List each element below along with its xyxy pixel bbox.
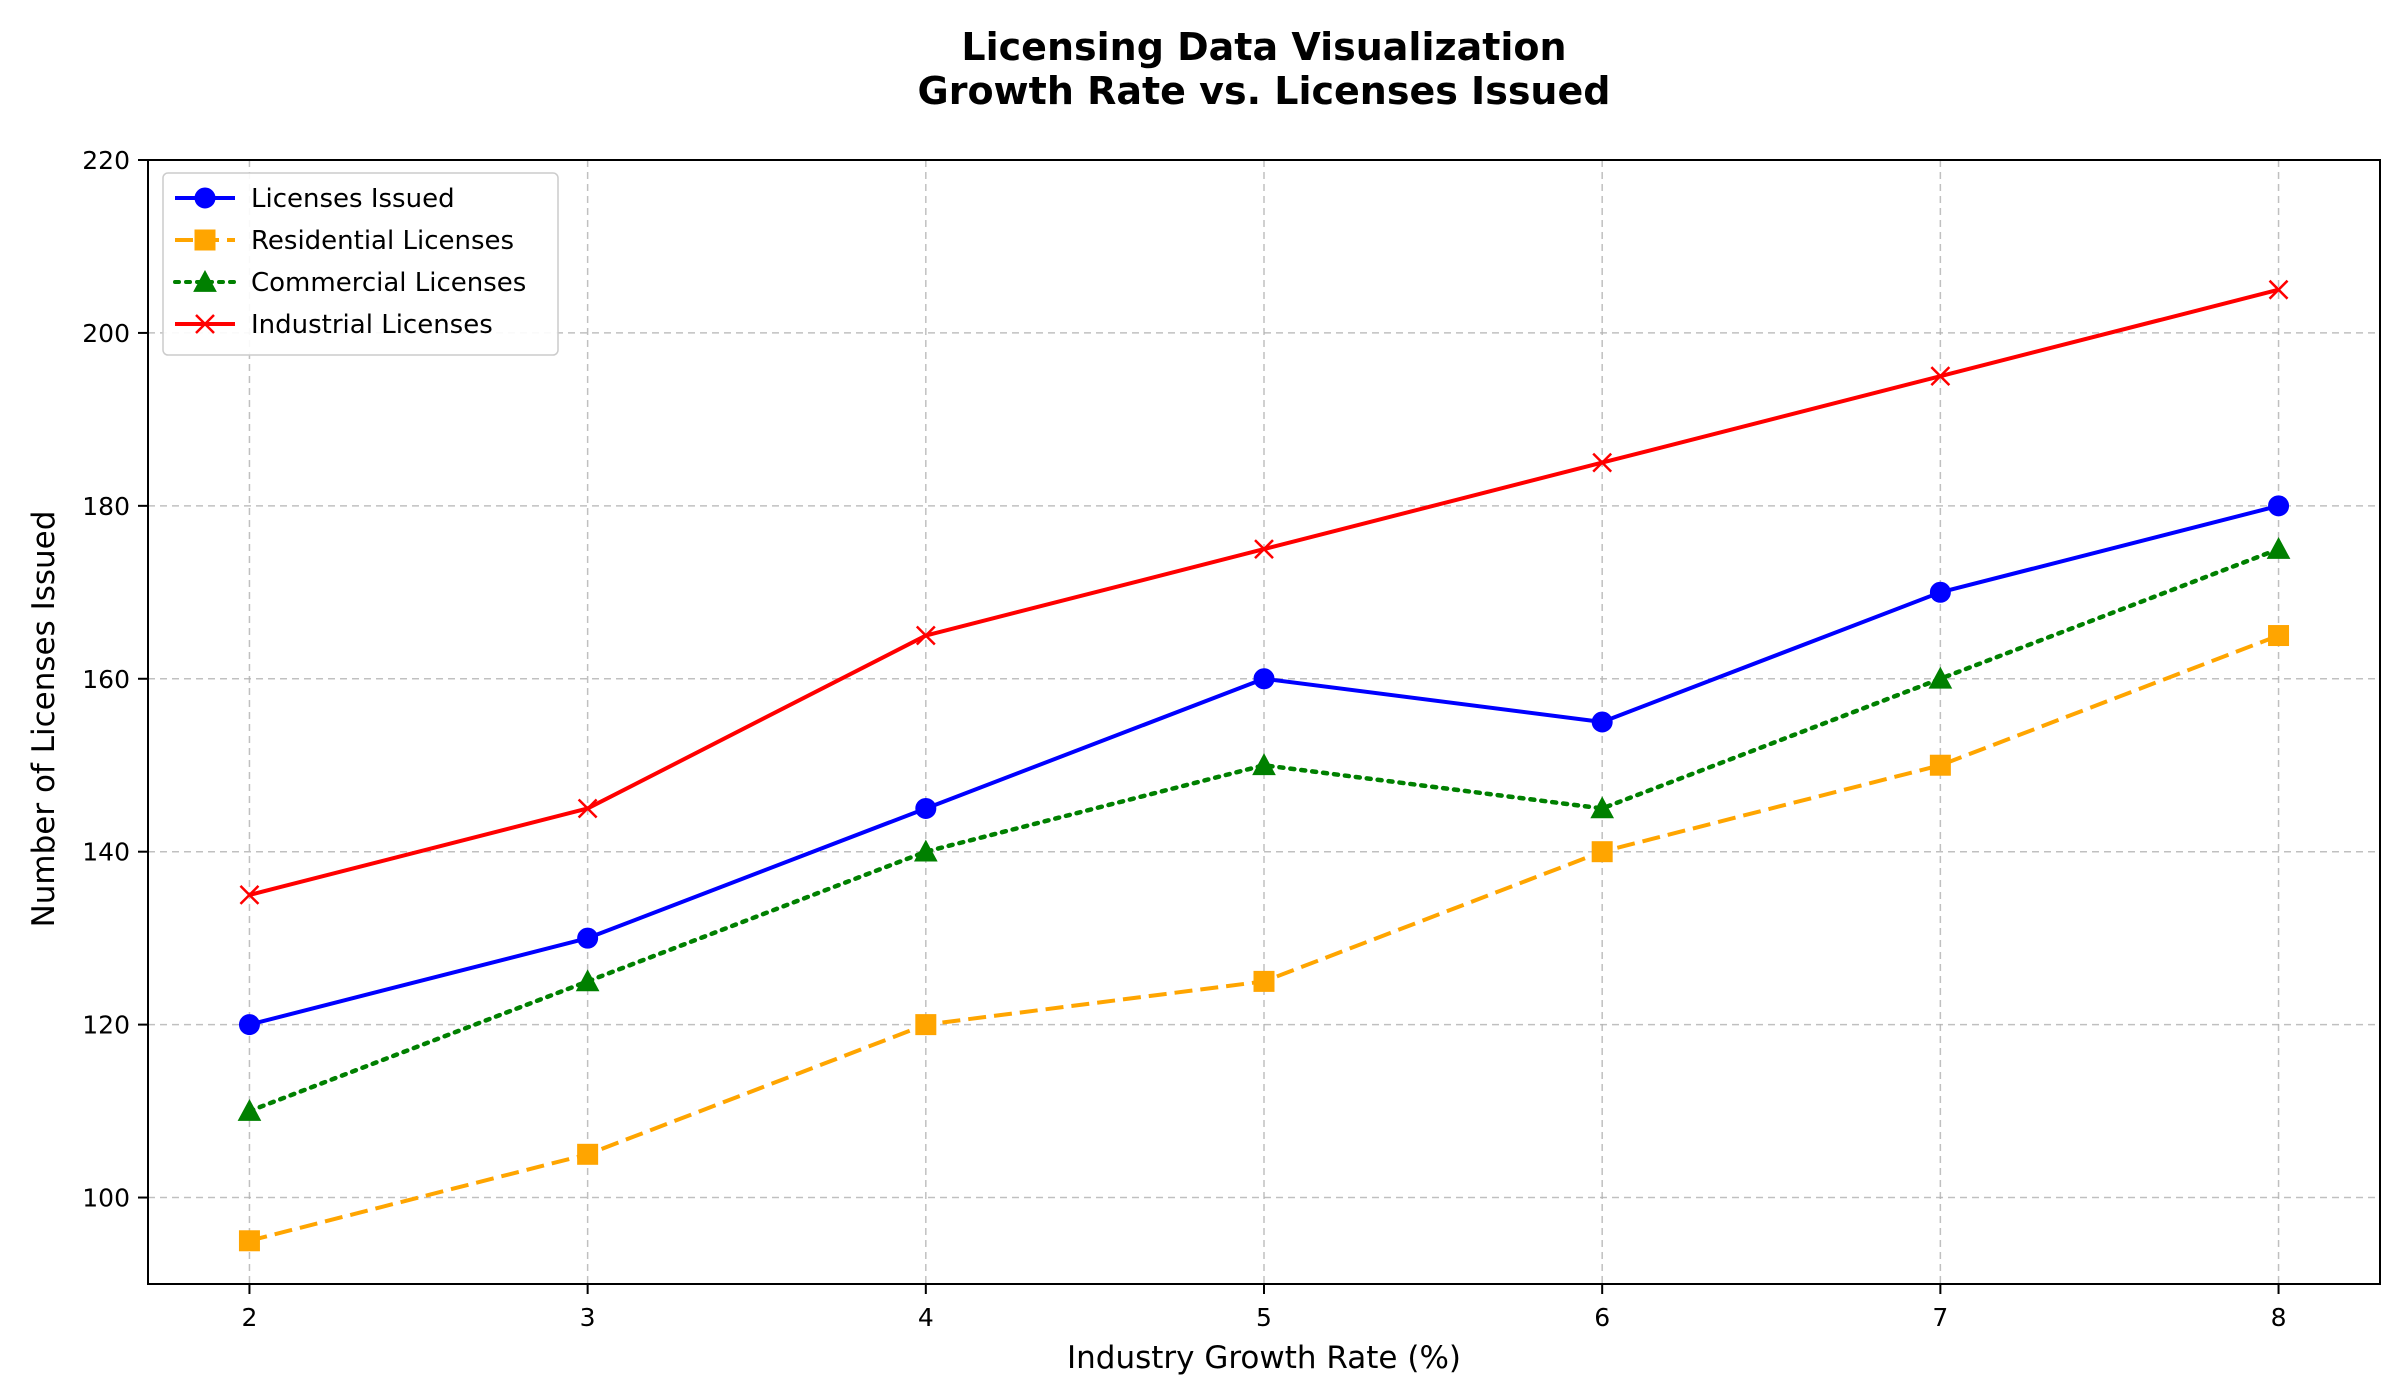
y-tick-label: 160 bbox=[82, 665, 130, 694]
data-point-residential-licenses bbox=[1591, 841, 1613, 863]
legend-item-industrial-licenses: Industrial Licenses bbox=[175, 310, 493, 340]
x-tick-label: 3 bbox=[580, 1303, 596, 1332]
data-point-commercial-licenses bbox=[237, 1099, 262, 1121]
data-point-industrial-licenses bbox=[1592, 452, 1613, 473]
data-point-licenses-issued bbox=[915, 797, 937, 819]
series-commercial-licenses bbox=[237, 537, 2291, 1121]
series-industrial-licenses bbox=[239, 279, 2289, 905]
data-point-licenses-issued bbox=[238, 1014, 260, 1036]
legend-label-commercial-licenses: Commercial Licenses bbox=[251, 268, 526, 298]
legend-marker-residential-licenses bbox=[194, 229, 216, 251]
x-tick-label: 2 bbox=[242, 1303, 258, 1332]
legend-marker-licenses-issued bbox=[194, 187, 216, 209]
y-tick-label: 140 bbox=[82, 838, 130, 867]
chart-title: Licensing Data Visualization bbox=[961, 25, 1566, 69]
data-point-residential-licenses bbox=[577, 1143, 599, 1165]
data-point-commercial-licenses bbox=[913, 839, 938, 862]
data-point-industrial-licenses-stroke bbox=[577, 798, 598, 819]
data-point-commercial-licenses bbox=[1252, 753, 1276, 776]
y-axis-label: Number of Licenses Issued bbox=[26, 511, 62, 928]
legend-marker-industrial-licenses-stroke bbox=[195, 314, 215, 334]
x-tick-label: 5 bbox=[1256, 1303, 1272, 1332]
data-point-licenses-issued bbox=[577, 927, 599, 949]
data-point-industrial-licenses-stroke bbox=[1254, 539, 1274, 559]
data-point-residential-licenses bbox=[915, 1014, 937, 1036]
series-layer bbox=[237, 279, 2291, 1252]
grid-lines bbox=[148, 159, 2380, 1284]
data-point-residential-licenses bbox=[238, 1230, 260, 1252]
data-point-commercial-licenses bbox=[1590, 796, 1615, 819]
data-point-industrial-licenses-stroke bbox=[239, 885, 260, 905]
y-tick-label: 200 bbox=[82, 319, 130, 348]
y-tick-label: 120 bbox=[82, 1011, 130, 1040]
x-tick-label: 7 bbox=[1932, 1303, 1948, 1332]
data-point-industrial-licenses-stroke bbox=[2268, 279, 2289, 300]
x-tick-label: 8 bbox=[2271, 1303, 2287, 1332]
y-tick-label: 180 bbox=[82, 492, 130, 521]
legend-label-licenses-issued: Licenses Issued bbox=[251, 184, 455, 214]
series-residential-licenses bbox=[238, 625, 2290, 1252]
data-point-residential-licenses bbox=[1253, 970, 1275, 992]
data-point-industrial-licenses-stroke bbox=[915, 625, 936, 646]
data-point-industrial-licenses-stroke bbox=[1930, 366, 1951, 387]
legend-marker-commercial-licenses bbox=[193, 269, 217, 292]
legend-label-residential-licenses: Residential Licenses bbox=[251, 226, 514, 256]
data-point-industrial-licenses bbox=[1930, 366, 1951, 387]
data-point-licenses-issued bbox=[1253, 668, 1275, 690]
legend-label-industrial-licenses: Industrial Licenses bbox=[251, 310, 493, 340]
data-point-licenses-issued bbox=[1929, 581, 1951, 603]
legend-item-commercial-licenses: Commercial Licenses bbox=[173, 268, 526, 298]
data-point-commercial-licenses bbox=[2266, 537, 2291, 559]
data-point-residential-licenses bbox=[2268, 625, 2290, 647]
data-point-licenses-issued bbox=[1591, 711, 1613, 733]
data-point-industrial-licenses bbox=[1254, 539, 1274, 559]
data-point-industrial-licenses bbox=[239, 885, 260, 905]
tick-marks: 2 3 4 5 6 7 8 100 120 140 160 180 200 220 bbox=[82, 146, 2286, 1332]
legend-item-licenses-issued: Licenses Issued bbox=[175, 184, 455, 214]
data-point-industrial-licenses-stroke bbox=[1592, 452, 1613, 473]
x-axis-label: Industry Growth Rate (%) bbox=[1067, 1340, 1461, 1376]
legend-item-residential-licenses: Residential Licenses bbox=[175, 226, 514, 256]
data-point-industrial-licenses bbox=[2268, 279, 2289, 300]
legend-marker-industrial-licenses bbox=[195, 314, 215, 334]
chart-subtitle: Growth Rate vs. Licenses Issued bbox=[918, 69, 1611, 113]
data-point-commercial-licenses bbox=[1928, 666, 1953, 689]
x-tick-label: 6 bbox=[1594, 1303, 1610, 1332]
series-licenses-issued bbox=[238, 495, 2290, 1036]
data-point-residential-licenses bbox=[1929, 754, 1951, 776]
y-tick-label: 100 bbox=[82, 1184, 130, 1213]
legend: Licenses Issued Residential Licenses Comme… bbox=[162, 172, 559, 356]
x-tick-label: 4 bbox=[918, 1303, 934, 1332]
data-point-commercial-licenses bbox=[575, 969, 600, 992]
data-point-industrial-licenses bbox=[577, 798, 598, 819]
data-point-industrial-licenses bbox=[915, 625, 936, 646]
legend-box bbox=[162, 172, 559, 356]
data-point-licenses-issued bbox=[2268, 495, 2290, 517]
y-tick-label: 220 bbox=[82, 146, 130, 175]
